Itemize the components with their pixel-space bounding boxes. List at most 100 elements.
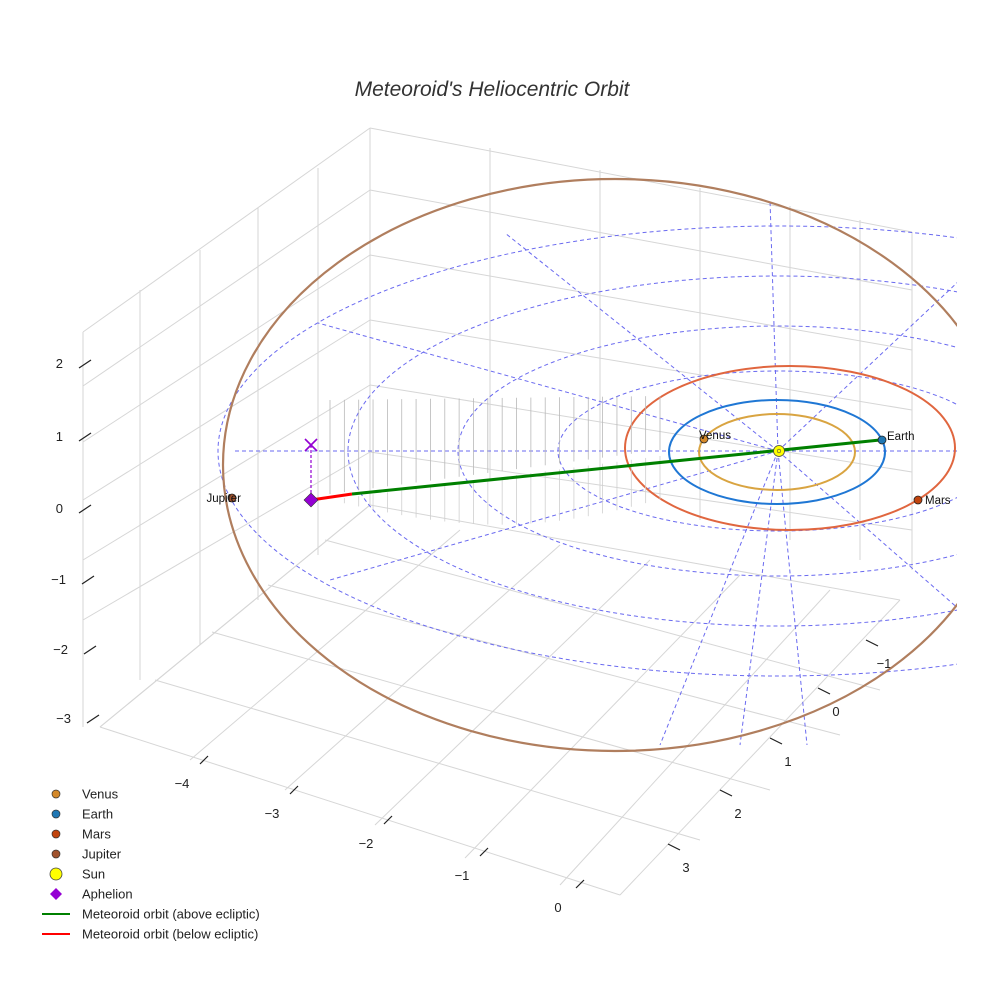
jupiter-label: Jupiter (206, 493, 241, 505)
x-tick-mark (289, 785, 299, 795)
legend-marker (51, 809, 61, 819)
legend-label: Aphelion (82, 887, 133, 902)
legend-item-jupiter[interactable]: Jupiter (51, 847, 122, 862)
y-tick-label: 0 (832, 704, 839, 719)
mars-marker (913, 495, 923, 505)
jupiter-orbit (222, 177, 957, 753)
aphelion-projection-x-marker (304, 438, 318, 452)
grid-line-floor-a-4 (324, 539, 881, 691)
grid-line-floor-b-1 (189, 529, 461, 761)
x-tick-mark (383, 815, 393, 825)
z-tick-label: −1 (51, 572, 66, 587)
grid-line-back-h-3 (369, 319, 913, 411)
earth-label: Earth (887, 431, 915, 443)
y-tick-label: −1 (877, 656, 892, 671)
grid-line-left-h-4 (82, 384, 371, 561)
legend-item-meteoroid-orbit-below-ecliptic-[interactable]: Meteoroid orbit (below ecliptic) (42, 927, 258, 942)
grid-line-floor-a-3 (267, 584, 841, 736)
meteoroid-orbit-above-ecliptic (351, 438, 881, 496)
legend-item-meteoroid-orbit-above-ecliptic-[interactable]: Meteoroid orbit (above ecliptic) (42, 907, 260, 922)
y-tick-label: 3 (682, 860, 689, 875)
sun-marker-center (776, 448, 782, 454)
grid-line-back-h-4 (369, 384, 913, 473)
axis-ticks: 2 1 0 −1 −2 −3 −4 −3 −2 −1 0 −1 0 1 2 3 (51, 356, 891, 915)
marker-layer: Venus Earth Mars Jupiter (206, 430, 951, 508)
ecliptic-spoke-1 (504, 232, 779, 452)
z-tick-label: 2 (56, 356, 63, 371)
legend-label: Meteoroid orbit (above ecliptic) (82, 907, 260, 922)
grid-line-floor-b-0 (99, 504, 371, 728)
z-tick-mark (78, 432, 92, 442)
chart-title: Meteoroid's Heliocentric Orbit (355, 78, 631, 101)
grid-line-floor-a-0 (99, 726, 621, 896)
legend[interactable]: Venus Earth Mars Jupiter Sun Aphelion Meteoroi… (42, 787, 260, 942)
x-tick-mark (575, 879, 585, 889)
legend-label: Earth (82, 807, 113, 822)
grid-line-left-h-5 (82, 451, 371, 621)
legend-item-earth[interactable]: Earth (51, 807, 113, 822)
grid-line-floor-b-2 (284, 544, 561, 791)
y-tick-mark (865, 639, 879, 647)
legend-label: Venus (82, 787, 119, 802)
ecliptic-spoke-2 (317, 322, 779, 452)
grid-line-left-h-0 (82, 127, 371, 333)
z-tick-mark (78, 359, 92, 369)
legend-marker (51, 789, 61, 799)
ecliptic-spoke-5 (739, 450, 779, 746)
legend-item-venus[interactable]: Venus (51, 787, 119, 802)
grid-line-floor-b-6 (619, 599, 901, 896)
grid-line-floor-a-1 (154, 679, 701, 841)
ecliptic-spoke-8 (777, 450, 957, 609)
y-tick-mark (817, 687, 831, 695)
x-tick-label: −2 (359, 836, 374, 851)
x-tick-mark (199, 755, 209, 765)
legend-marker (51, 849, 61, 859)
earth-orbit (668, 399, 886, 505)
legend-marker (51, 829, 61, 839)
grid-line-floor-a-5 (369, 504, 901, 601)
legend-marker (50, 888, 62, 900)
mars-label: Mars (925, 495, 951, 507)
venus-marker (699, 434, 709, 444)
ecliptic-spoke-4 (777, 450, 808, 746)
x-tick-label: −3 (265, 806, 280, 821)
z-tick-label: −3 (56, 711, 71, 726)
x-tick-label: −1 (455, 868, 470, 883)
z-tick-mark (81, 575, 95, 585)
meteoroid-orbit-below-ecliptic (310, 492, 353, 502)
earth-marker (877, 435, 887, 445)
legend-label: Mars (82, 827, 111, 842)
grid-line-floor-b-4 (464, 574, 741, 859)
grid-line-back-h-1 (369, 189, 913, 291)
z-tick-mark (83, 645, 97, 655)
grid-line-back-h-2 (369, 254, 913, 351)
grid-line-floor-a-2 (211, 631, 771, 791)
y-tick-label: 1 (784, 754, 791, 769)
y-tick-mark (769, 737, 783, 745)
aphelion-marker (303, 492, 319, 508)
legend-marker (49, 867, 63, 881)
legend-label: Meteoroid orbit (below ecliptic) (82, 927, 258, 942)
y-tick-mark (667, 843, 681, 851)
legend-item-aphelion[interactable]: Aphelion (50, 887, 133, 902)
mars-orbit (624, 365, 956, 531)
sun-marker (773, 445, 785, 457)
x-tick-label: 0 (554, 900, 561, 915)
z-tick-label: 1 (56, 429, 63, 444)
ecliptic-ring-3 (217, 225, 957, 677)
ecliptic-ring-1 (457, 325, 957, 577)
legend-item-mars[interactable]: Mars (51, 827, 111, 842)
grid-line-floor-b-5 (559, 589, 831, 886)
ecliptic-spoke-9 (329, 450, 779, 581)
x-tick-mark (479, 847, 489, 857)
grid-line-back-h-5 (369, 451, 913, 531)
venus-orbit (698, 413, 856, 491)
grid-line-left-h-2 (82, 254, 371, 443)
grid-line-floor-b-3 (374, 559, 651, 826)
ecliptic-spoke-6 (659, 450, 779, 746)
z-tick-mark (86, 714, 100, 724)
orbit-layer (217, 177, 957, 753)
z-tick-mark (78, 504, 92, 514)
legend-item-sun[interactable]: Sun (49, 867, 105, 882)
